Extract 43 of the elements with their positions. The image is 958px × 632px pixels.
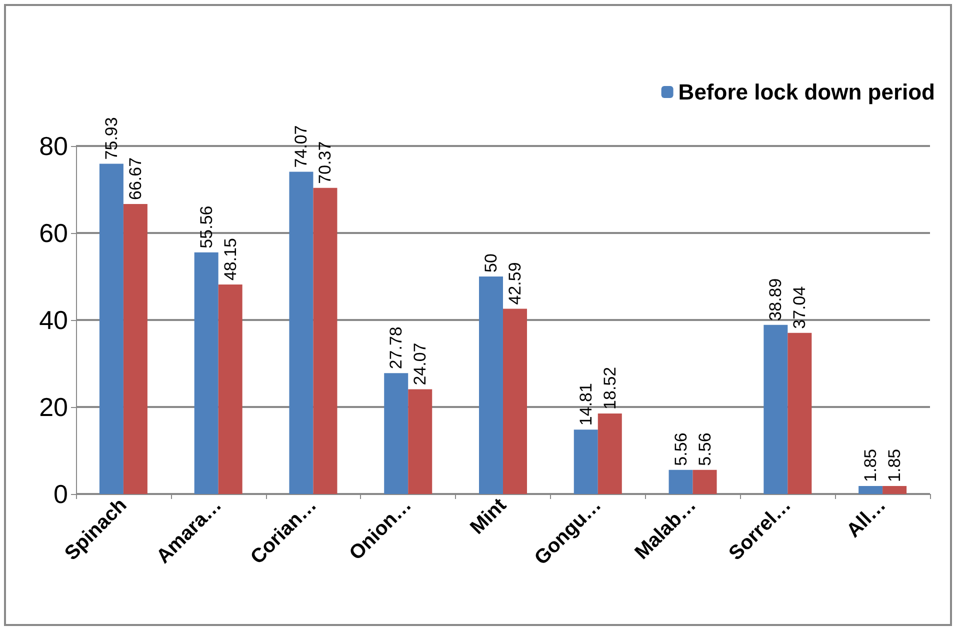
bar <box>764 324 788 494</box>
bar <box>384 373 408 494</box>
data-label: 24.07 <box>410 342 430 386</box>
bar <box>194 252 218 494</box>
data-label: 55.56 <box>196 206 216 248</box>
bar <box>123 204 148 494</box>
data-label: 1.85 <box>885 448 904 482</box>
data-label: 14.81 <box>576 383 596 426</box>
y-tick-label: 80 <box>39 131 68 161</box>
y-tick-label: 20 <box>39 392 68 422</box>
bar <box>598 413 622 494</box>
bar <box>882 486 907 494</box>
data-label: 48.15 <box>220 238 240 281</box>
bar <box>858 486 883 494</box>
data-label: 5.56 <box>695 432 714 466</box>
y-tick-label: 60 <box>39 218 68 248</box>
bar <box>668 470 693 494</box>
data-label: 18.52 <box>600 366 620 410</box>
data-label: 5.56 <box>671 432 690 466</box>
data-label: 66.67 <box>126 157 145 200</box>
bar <box>574 430 598 494</box>
bar <box>479 276 503 494</box>
data-label: 75.93 <box>102 117 121 160</box>
data-label: 37.04 <box>790 286 810 329</box>
bar <box>503 308 527 494</box>
data-label: 1.85 <box>861 448 880 482</box>
bar <box>692 470 717 494</box>
bar <box>289 172 314 494</box>
x-tick-label: All… <box>842 494 890 542</box>
y-tick-label: 40 <box>39 305 68 335</box>
bar <box>408 389 432 494</box>
data-label: 50 <box>482 254 500 272</box>
data-label: 74.07 <box>292 125 311 168</box>
data-label: 42.59 <box>506 262 524 305</box>
legend-label: Before lock down period <box>678 80 936 104</box>
data-label: 38.89 <box>766 278 786 321</box>
data-label: 27.78 <box>386 326 406 370</box>
bar <box>313 188 338 494</box>
bar <box>218 284 242 494</box>
bar <box>788 332 812 494</box>
y-tick-label: 0 <box>54 479 68 509</box>
bar <box>99 164 124 494</box>
data-label: 70.37 <box>316 141 335 184</box>
